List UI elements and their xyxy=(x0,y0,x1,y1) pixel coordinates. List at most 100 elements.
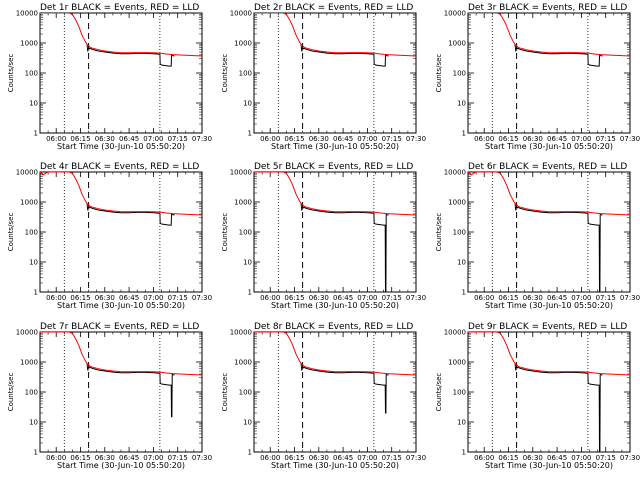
panel-4-x-tick-label: 06:45 xyxy=(119,294,139,302)
panel-9-x-tick-label: 06:30 xyxy=(523,454,543,462)
panel-5-x-tick-label: 06:00 xyxy=(260,294,280,302)
panel-6-y-tick-label: 1 xyxy=(462,289,466,297)
panel-4-title: Det 4r BLACK = Events, RED = LLD xyxy=(40,162,199,172)
panel-8-y-axis-label: Counts/sec xyxy=(221,373,229,412)
panel-6-y-tick-label: 1000 xyxy=(448,199,466,207)
panel-2-x-tick-label: 07:00 xyxy=(357,135,377,143)
panel-4-lld-line xyxy=(40,172,202,216)
panel-7-y-tick-label: 1000 xyxy=(20,359,38,367)
panel-9-y-tick-label: 1000 xyxy=(448,359,466,367)
panel-9-x-tick-label: 06:45 xyxy=(547,454,567,462)
panel-3-y-tick-label: 1 xyxy=(462,130,466,138)
panel-4-x-tick-label: 06:30 xyxy=(95,294,115,302)
panel-8-x-tick-label: 06:15 xyxy=(284,454,304,462)
panel-5-x-tick-label: 06:15 xyxy=(284,294,304,302)
panel-9: Det 9r BLACK = Events, RED = LLD 06:00 06:… xyxy=(435,322,640,470)
panel-1-events-line xyxy=(86,44,175,67)
panel-3-x-tick-label: 07:00 xyxy=(571,135,591,143)
panel-7-events-line xyxy=(86,363,175,418)
panel-6-x-tick-label: 07:15 xyxy=(596,294,616,302)
panel-8-x-tick-label: 07:30 xyxy=(406,454,426,462)
panel-5-y-tick-label: 1 xyxy=(248,289,252,297)
panel-2: Det 2r BLACK = Events, RED = LLD 06:00 06:… xyxy=(221,3,426,151)
panel-5-x-tick-label: 06:45 xyxy=(333,294,353,302)
panel-9-x-axis-label: Start Time (30-Jun-10 05:50:20) xyxy=(485,461,613,470)
panel-7-x-tick-label: 07:15 xyxy=(168,454,188,462)
panel-5-x-tick-label: 07:00 xyxy=(357,294,377,302)
panel-4-x-axis-label: Start Time (30-Jun-10 05:50:20) xyxy=(57,301,185,310)
panel-1: Det 1r BLACK = Events, RED = LLD 06:00 06:… xyxy=(7,3,212,151)
panel-7-x-tick-label: 06:00 xyxy=(46,454,66,462)
panel-2-y-tick-label: 10 xyxy=(243,100,252,108)
panel-2-x-tick-label: 06:00 xyxy=(260,135,280,143)
panel-7-y-tick-label: 10 xyxy=(29,419,38,427)
panel-8-y-tick-label: 10 xyxy=(243,419,252,427)
panel-3-lld-line xyxy=(468,13,630,57)
panel-2-x-tick-label: 07:30 xyxy=(406,135,426,143)
panel-8-x-tick-label: 07:15 xyxy=(382,454,402,462)
panel-1-y-tick-label: 10000 xyxy=(16,10,38,18)
panel-3-events-line xyxy=(514,44,603,67)
panel-3: Det 3r BLACK = Events, RED = LLD 06:00 06:… xyxy=(435,3,640,151)
panel-3-x-tick-label: 06:00 xyxy=(474,135,494,143)
panel-9-events-line xyxy=(514,363,603,452)
panel-6: Det 6r BLACK = Events, RED = LLD 06:00 06:… xyxy=(435,162,640,310)
panel-1-data xyxy=(40,13,202,67)
panel-5-title: Det 5r BLACK = Events, RED = LLD xyxy=(254,162,413,172)
panel-7-data xyxy=(40,332,202,418)
panel-2-events-line xyxy=(300,44,389,67)
panel-1-y-tick-label: 1000 xyxy=(20,40,38,48)
panel-1-y-tick-label: 1 xyxy=(34,130,38,138)
panel-2-lld-line xyxy=(254,13,416,57)
panel-2-x-axis-label: Start Time (30-Jun-10 05:50:20) xyxy=(271,142,399,151)
panel-1-x-tick-label: 06:15 xyxy=(70,135,90,143)
panel-7-x-tick-label: 07:00 xyxy=(143,454,163,462)
panel-9-title: Det 9r BLACK = Events, RED = LLD xyxy=(468,322,627,332)
panel-2-y-axis-label: Counts/sec xyxy=(221,54,229,93)
panel-9-y-tick-label: 10000 xyxy=(444,329,466,337)
panel-6-x-tick-label: 06:00 xyxy=(474,294,494,302)
panel-4-y-tick-label: 1 xyxy=(34,289,38,297)
panel-3-y-axis-label: Counts/sec xyxy=(435,54,443,93)
panel-3-y-tick-label: 10000 xyxy=(444,10,466,18)
panel-1-y-tick-label: 100 xyxy=(25,70,38,78)
panel-9-x-tick-label: 06:15 xyxy=(498,454,518,462)
panel-3-x-tick-label: 06:45 xyxy=(547,135,567,143)
panel-1-y-axis-label: Counts/sec xyxy=(7,54,15,93)
panel-6-y-tick-label: 10000 xyxy=(444,169,466,177)
panel-1-x-tick-label: 07:15 xyxy=(168,135,188,143)
panel-6-data xyxy=(468,172,630,292)
panel-4-y-tick-label: 1000 xyxy=(20,199,38,207)
panel-7-lld-line xyxy=(40,332,202,376)
panel-1-x-tick-label: 07:30 xyxy=(192,135,212,143)
panel-5-data xyxy=(254,172,416,292)
panel-1-y-tick-label: 10 xyxy=(29,100,38,108)
panel-2-y-tick-label: 1000 xyxy=(234,40,252,48)
panel-4-x-tick-label: 07:00 xyxy=(143,294,163,302)
panel-4-x-tick-label: 06:00 xyxy=(46,294,66,302)
panel-3-x-tick-label: 07:30 xyxy=(620,135,640,143)
panel-2-x-tick-label: 07:15 xyxy=(382,135,402,143)
panel-8-x-tick-label: 06:30 xyxy=(309,454,329,462)
panel-4-y-tick-label: 10 xyxy=(29,259,38,267)
panel-7-y-tick-label: 10000 xyxy=(16,329,38,337)
panel-7-x-tick-label: 06:45 xyxy=(119,454,139,462)
panel-7-y-axis-label: Counts/sec xyxy=(7,373,15,412)
panel-6-x-tick-label: 06:30 xyxy=(523,294,543,302)
panel-8-data xyxy=(254,332,416,414)
panel-4-y-axis-label: Counts/sec xyxy=(7,213,15,252)
panel-2-title: Det 2r BLACK = Events, RED = LLD xyxy=(254,3,413,13)
panel-4-data xyxy=(40,172,202,226)
panel-6-y-axis-label: Counts/sec xyxy=(435,213,443,252)
panel-2-x-tick-label: 06:30 xyxy=(309,135,329,143)
panel-4-x-tick-label: 07:30 xyxy=(192,294,212,302)
panel-5-y-tick-label: 1000 xyxy=(234,199,252,207)
panel-9-lld-line xyxy=(468,332,630,376)
panel-5-y-axis-label: Counts/sec xyxy=(221,213,229,252)
panel-4-y-tick-label: 100 xyxy=(25,229,38,237)
panel-2-data xyxy=(254,13,416,67)
panel-9-y-axis-label: Counts/sec xyxy=(435,373,443,412)
panel-5: Det 5r BLACK = Events, RED = LLD 06:00 06:… xyxy=(221,162,426,310)
panel-6-x-tick-label: 07:00 xyxy=(571,294,591,302)
